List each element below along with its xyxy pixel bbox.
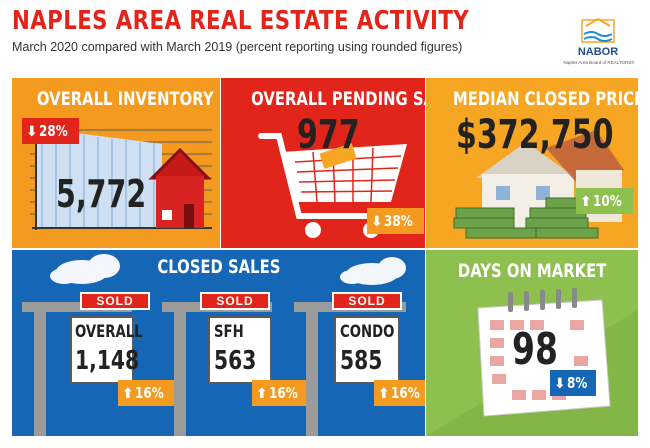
days-on-market-title: DAYS ON MARKET xyxy=(457,260,607,282)
inventory-panel: OVERALL INVENTORY 5,772 ⬇28% xyxy=(12,78,220,248)
inventory-illustration xyxy=(30,118,212,230)
pending-panel: OVERALL PENDING SALES 977 ⬇38% xyxy=(221,78,425,248)
nabor-logo: NABOR Naples Area Board of REALTORS® xyxy=(563,16,640,72)
sign-label: SFH xyxy=(214,322,244,342)
sign-label: OVERALL xyxy=(75,322,143,342)
sign-value: 585 xyxy=(340,346,383,376)
condo-change-badge: ⬆16% xyxy=(374,380,425,406)
logo-mark-icon xyxy=(581,17,615,43)
logo-text: NABOR xyxy=(577,46,619,58)
price-panel: MEDIAN CLOSED PRICE $372,750 ⬆10% xyxy=(426,78,638,248)
arrow-down-icon: ⬇ xyxy=(371,214,383,230)
pending-value: 977 xyxy=(297,112,360,158)
page-subtitle: March 2020 compared with March 2019 (per… xyxy=(12,40,463,54)
sign-post-vertical xyxy=(306,302,318,436)
sfh-change-badge: ⬆16% xyxy=(252,380,309,406)
sign-post-vertical xyxy=(174,302,186,436)
inventory-change-badge: ⬇28% xyxy=(22,118,79,144)
pending-title: OVERALL PENDING SALES xyxy=(251,88,425,110)
closed-sales-panel: CLOSED SALES SOLD OVERALL 1,148 ⬆16% SOL… xyxy=(12,250,425,436)
sign-label: CONDO xyxy=(340,322,395,342)
arrow-up-icon: ⬆ xyxy=(580,194,592,210)
sign-condo: CONDO 585 xyxy=(334,316,400,384)
pending-change-badge: ⬇38% xyxy=(367,208,424,234)
cloud-icons xyxy=(50,254,406,285)
arrow-up-icon: ⬆ xyxy=(256,386,268,402)
sign-value: 1,148 xyxy=(75,346,140,376)
shopping-cart-icon xyxy=(258,133,407,238)
arrow-down-icon: ⬇ xyxy=(554,376,566,392)
days-on-market-panel: DAYS ON MARKET 98 ⬇8% xyxy=(426,250,638,436)
sold-label: SOLD xyxy=(332,292,402,310)
days-on-market-value: 98 xyxy=(512,324,558,375)
inventory-title: OVERALL INVENTORY xyxy=(36,88,214,110)
sold-label: SOLD xyxy=(80,292,150,310)
sign-post-vertical xyxy=(34,302,46,436)
logo-subtext: Naples Area Board of REALTORS® xyxy=(563,60,635,65)
arrow-up-icon: ⬆ xyxy=(122,386,134,402)
sign-sfh: SFH 563 xyxy=(208,316,272,384)
sign-overall: OVERALL 1,148 xyxy=(70,316,143,384)
price-value: $372,750 xyxy=(456,112,614,158)
page-title: NAPLES AREA REAL ESTATE ACTIVITY xyxy=(12,6,470,36)
sign-value: 563 xyxy=(214,346,257,376)
arrow-down-icon: ⬇ xyxy=(26,124,38,140)
sign-post-horizontal xyxy=(22,302,132,312)
price-change-badge: ⬆10% xyxy=(576,188,633,214)
sold-label: SOLD xyxy=(200,292,270,310)
days-on-market-change-badge: ⬇8% xyxy=(550,370,597,396)
overall-change-badge: ⬆16% xyxy=(118,380,175,406)
closed-sales-title: CLOSED SALES xyxy=(156,256,281,278)
price-title: MEDIAN CLOSED PRICE xyxy=(452,88,638,110)
inventory-value: 5,772 xyxy=(56,172,147,216)
arrow-up-icon: ⬆ xyxy=(378,386,390,402)
